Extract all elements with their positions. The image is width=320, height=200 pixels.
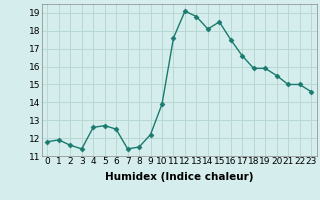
X-axis label: Humidex (Indice chaleur): Humidex (Indice chaleur) <box>105 172 253 182</box>
